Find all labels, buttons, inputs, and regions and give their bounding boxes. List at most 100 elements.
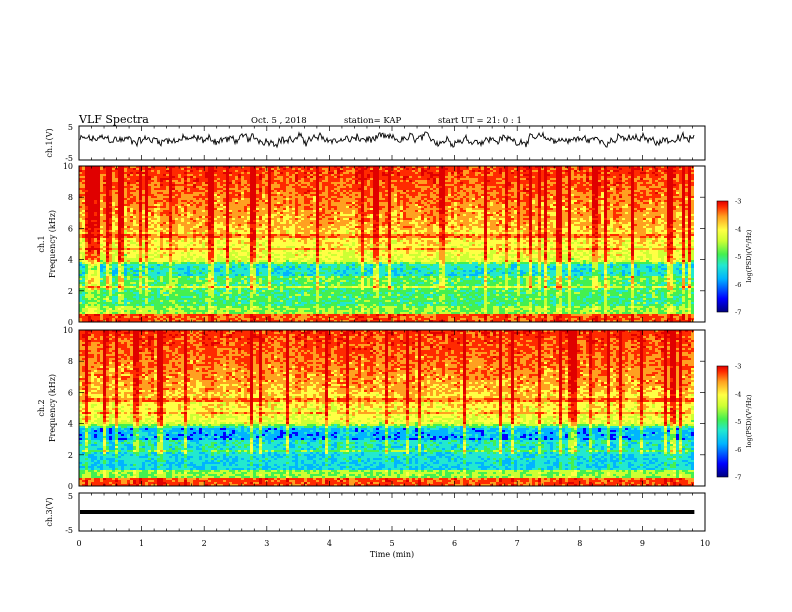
spectrogram-cell (172, 172, 175, 174)
spectrogram-cell (319, 174, 322, 176)
spectrogram-cell (427, 170, 430, 172)
spectrogram-cell (85, 170, 88, 172)
spectrogram-cell (217, 176, 220, 178)
spectrogram-cell (160, 168, 163, 170)
spectrogram-cell (547, 170, 550, 172)
spectrogram-cell (196, 174, 199, 176)
spectrogram-cell (220, 170, 223, 172)
spectrogram-cell (643, 168, 646, 170)
spectrogram-cell (583, 168, 586, 170)
spectrogram-cell (445, 168, 448, 170)
spectrogram-cell (682, 174, 685, 176)
spectrogram-cell (199, 176, 202, 178)
spectrogram-cell (643, 170, 646, 172)
spectrogram-cell (589, 174, 592, 176)
spectrogram-cell (496, 170, 499, 172)
spectrogram-cell (106, 168, 109, 170)
spectrogram-cell (178, 176, 181, 178)
spectrogram-cell (532, 168, 535, 170)
ch1-spectrogram-panel: 0246810 ch.1 Frequency (kHz) (37, 162, 705, 327)
spectrogram-cell (418, 174, 421, 176)
spectrogram-cell (400, 170, 403, 172)
spectrogram-cell (247, 172, 250, 174)
spectrogram-cell (142, 174, 145, 176)
spectrogram-cell (628, 168, 631, 170)
spectrogram-cell (676, 174, 679, 176)
spectrogram-cell (193, 168, 196, 170)
spectrogram-cell (259, 168, 262, 170)
spectrogram-cell (370, 174, 373, 176)
spectrogram-cell (634, 172, 637, 174)
spectrogram-cell (271, 176, 274, 178)
spectrogram-cell (400, 172, 403, 174)
spectrogram-cell (631, 172, 634, 174)
spectrogram-cell (181, 176, 184, 178)
spectrogram-cell (283, 174, 286, 176)
spectrogram-cell (121, 176, 124, 178)
spectrogram-cell (196, 168, 199, 170)
spectrogram-cell (136, 172, 139, 174)
spectrogram-cell (397, 170, 400, 172)
spectrogram-cell (562, 174, 565, 176)
spectrogram-cell (172, 170, 175, 172)
spectrogram-cell (124, 170, 127, 172)
spectrogram-cell (205, 174, 208, 176)
spectrogram-cell (394, 168, 397, 170)
spectrogram-cell (151, 174, 154, 176)
spectrogram-cell (94, 172, 97, 174)
spectrogram-cell (115, 170, 118, 172)
spectrogram-cell (193, 174, 196, 176)
spectrogram-cell (433, 170, 436, 172)
spectrogram-cell (505, 174, 508, 176)
spectrogram-cell (190, 172, 193, 174)
spectrogram-cell (274, 170, 277, 172)
spectrogram-cell (544, 174, 547, 176)
spectrogram-cell (346, 170, 349, 172)
spectrogram-cell (463, 172, 466, 174)
spectrogram-cell (235, 176, 238, 178)
spectrogram-cell (292, 170, 295, 172)
spectrogram-cell (592, 174, 595, 176)
spectrogram-cell (229, 172, 232, 174)
spectrogram-cell (214, 176, 217, 178)
spectrogram-cell (145, 170, 148, 172)
spectrogram-cell (313, 168, 316, 170)
ch1-ylabel: ch.1(V) (45, 128, 54, 157)
spectrogram-cell (619, 172, 622, 174)
spectrogram-cell (124, 172, 127, 174)
spectrogram-cell (82, 174, 85, 176)
spectrogram-cell (310, 168, 313, 170)
spectrogram-cell (454, 174, 457, 176)
spectrogram-cell (214, 170, 217, 172)
spectrogram-cell (256, 170, 259, 172)
spectrogram-cell (148, 172, 151, 174)
spectrogram-cell (292, 168, 295, 170)
spectrogram-cell (355, 174, 358, 176)
spectrogram-cell (304, 174, 307, 176)
spectrogram-cell (469, 174, 472, 176)
spectrogram-cell (109, 168, 112, 170)
spectrogram-cell (244, 168, 247, 170)
spectrogram-cell (649, 170, 652, 172)
spectrogram-cell (688, 168, 691, 170)
spectrogram-cell (187, 174, 190, 176)
spectrogram-cell (505, 168, 508, 170)
spectrogram-cell (451, 174, 454, 176)
spectrogram-cell (181, 168, 184, 170)
spectrogram-cell (208, 174, 211, 176)
spectrogram-cell (415, 174, 418, 176)
spectrogram-cell (88, 168, 91, 170)
spectrogram-cell (616, 172, 619, 174)
spectrogram-cell (94, 174, 97, 176)
spectrogram-cell (385, 174, 388, 176)
spectrogram-cell (538, 168, 541, 170)
spectrogram-cell (664, 172, 667, 174)
spectrogram-cell (397, 174, 400, 176)
spectrogram-cell (298, 170, 301, 172)
spectrogram-cell (100, 168, 103, 170)
spectrogram-cell (628, 174, 631, 176)
spectrogram-cell (553, 170, 556, 172)
spectrogram-cell (520, 170, 523, 172)
spectrogram-cell (574, 174, 577, 176)
spectrogram-cell (340, 174, 343, 176)
